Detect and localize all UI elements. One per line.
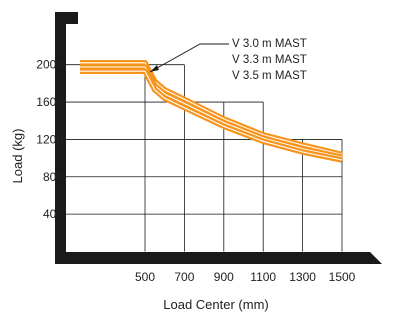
annotation-label-1: V 3.0 m MAST — [232, 38, 307, 50]
y-tick-labels: 400 800 1200 1600 2000 — [36, 58, 63, 221]
x-tick-label-900: 900 — [214, 270, 234, 284]
y-tick-label-800: 800 — [43, 170, 63, 184]
annotation-arrowhead — [150, 65, 159, 72]
y-tick-label-2000: 2000 — [36, 58, 63, 72]
y-axis-title: Load (kg) — [10, 129, 25, 184]
x-tick-label-500: 500 — [135, 270, 155, 284]
y-tick-label-1200: 1200 — [36, 132, 63, 146]
x-tick-labels: 500 700 900 1100 1300 1500 — [135, 270, 356, 284]
x-axis-title: Load Center (mm) — [163, 297, 268, 312]
annotation-leader — [149, 43, 229, 73]
grid — [66, 64, 343, 252]
frame-vertical-bar — [55, 12, 78, 264]
x-tick-label-1100: 1100 — [250, 270, 276, 284]
y-tick-label-1600: 1600 — [36, 95, 63, 109]
frame-horizontal-bar — [66, 252, 382, 264]
series-line-3 — [80, 70, 343, 161]
curves — [80, 60, 343, 163]
x-tick-label-1300: 1300 — [289, 270, 316, 284]
annotation-label-2: V 3.3 m MAST — [232, 54, 307, 66]
x-tick-label-1500: 1500 — [329, 270, 356, 284]
y-tick-label-400: 400 — [43, 207, 63, 221]
x-tick-label-700: 700 — [174, 270, 194, 284]
annotation-label-3: V 3.5 m MAST — [232, 70, 307, 82]
